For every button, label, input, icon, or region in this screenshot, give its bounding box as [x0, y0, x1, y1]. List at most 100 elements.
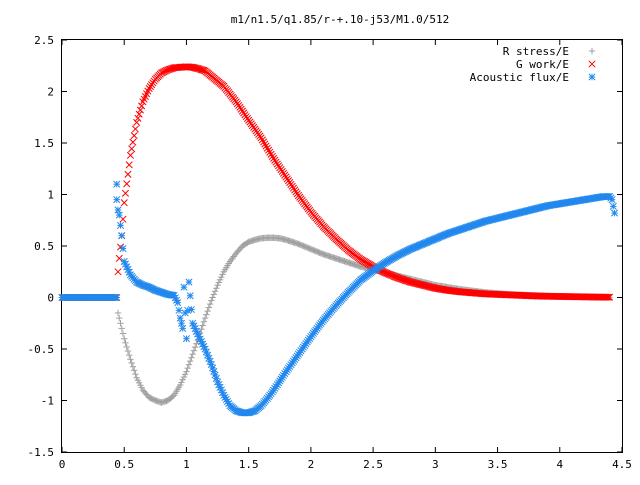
- data-point: [266, 148, 274, 156]
- data-point: [199, 322, 206, 329]
- data-point: [116, 314, 123, 322]
- data-point: [114, 309, 122, 317]
- data-point: [201, 314, 209, 322]
- data-point: [113, 196, 121, 204]
- y-tick-label: -0.5: [28, 343, 55, 356]
- x-tick-label: 4.5: [612, 458, 632, 471]
- data-point: [385, 270, 393, 278]
- x-tick-label: 3.5: [488, 458, 508, 471]
- data-point: [185, 361, 193, 368]
- data-point: [115, 254, 123, 262]
- data-point: [609, 202, 617, 210]
- data-point: [186, 292, 194, 300]
- data-point: [122, 339, 129, 347]
- marks-layer: [58, 63, 619, 417]
- data-point: [121, 335, 128, 342]
- data-point: [190, 347, 198, 354]
- data-point: [220, 391, 228, 399]
- data-point: [204, 307, 211, 315]
- data-point: [133, 118, 141, 126]
- data-point: [178, 379, 185, 386]
- data-point: [175, 306, 183, 314]
- data-point: [604, 293, 612, 301]
- data-point: [119, 245, 127, 253]
- data-point: [265, 146, 273, 154]
- series-1: [58, 234, 613, 406]
- data-point: [191, 343, 199, 351]
- data-point: [115, 211, 123, 219]
- data-point: [132, 370, 139, 378]
- data-point: [263, 144, 271, 152]
- data-point: [214, 281, 221, 289]
- data-point: [189, 350, 196, 358]
- data-point: [170, 291, 178, 299]
- data-point: [205, 304, 213, 311]
- legend-label: Acoustic flux/E: [470, 71, 569, 84]
- x-tick-label: 0.5: [114, 458, 134, 471]
- y-tick-label: -1.5: [28, 446, 55, 459]
- data-point: [200, 318, 208, 326]
- x-tick-label: 0: [59, 458, 66, 471]
- x-tick-label: 1.5: [239, 458, 259, 471]
- legend-marker: [588, 47, 596, 55]
- data-point: [388, 271, 396, 279]
- data-point: [136, 106, 144, 114]
- data-point: [113, 293, 121, 302]
- data-point: [262, 142, 270, 150]
- x-tick-label: 1: [183, 458, 190, 471]
- data-point: [129, 363, 137, 370]
- data-point: [382, 269, 390, 277]
- data-point: [390, 272, 398, 280]
- data-point: [174, 299, 182, 307]
- data-point: [219, 271, 226, 278]
- data-point: [391, 273, 400, 281]
- data-point: [119, 330, 127, 337]
- data-point: [179, 324, 187, 332]
- plot-frame: [61, 39, 623, 453]
- data-point: [128, 359, 135, 367]
- data-point: [177, 381, 184, 389]
- data-point: [188, 354, 195, 361]
- series-2: [58, 63, 614, 302]
- data-point: [213, 285, 220, 292]
- data-point: [185, 278, 193, 286]
- data-point: [130, 367, 138, 374]
- data-point: [208, 297, 215, 304]
- data-point: [211, 288, 219, 295]
- data-point: [198, 326, 205, 333]
- data-point: [199, 66, 207, 74]
- data-point: [261, 140, 269, 148]
- data-point: [216, 276, 224, 283]
- data-point: [193, 340, 200, 347]
- legend-label: R stress/E: [503, 45, 569, 58]
- data-point: [206, 300, 214, 308]
- y-tick-label: 0: [47, 292, 54, 305]
- data-point: [125, 161, 133, 169]
- data-point: [257, 134, 265, 142]
- data-point: [113, 180, 121, 188]
- data-point: [138, 102, 146, 110]
- data-point: [187, 305, 195, 314]
- data-point: [267, 150, 275, 158]
- data-point: [610, 209, 619, 217]
- data-point: [123, 343, 130, 351]
- data-point: [386, 271, 395, 279]
- data-point: [118, 325, 125, 332]
- data-point: [384, 270, 392, 278]
- y-tick-label: -1: [41, 395, 54, 408]
- data-point: [120, 199, 128, 207]
- data-point: [268, 152, 276, 160]
- data-point: [186, 357, 194, 365]
- y-tick-label: 2: [47, 86, 54, 99]
- data-point: [184, 364, 191, 372]
- data-point: [389, 272, 397, 280]
- data-point: [135, 110, 143, 118]
- data-point: [218, 273, 225, 281]
- data-point: [116, 221, 125, 229]
- data-point: [603, 293, 611, 301]
- data-point: [118, 232, 126, 240]
- x-tick-label: 2.5: [363, 458, 383, 471]
- data-point: [183, 368, 190, 375]
